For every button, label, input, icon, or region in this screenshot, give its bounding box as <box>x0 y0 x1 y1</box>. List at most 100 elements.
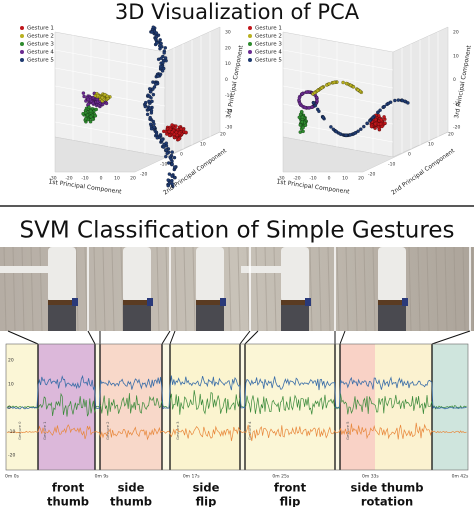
shirt <box>281 247 309 302</box>
scatter-point <box>149 108 154 113</box>
scatter-point <box>104 101 109 106</box>
scatter-point <box>314 95 319 100</box>
pants <box>196 305 224 331</box>
gesture-caption: side <box>193 481 220 495</box>
belt <box>281 300 309 305</box>
scatter-point <box>89 114 93 119</box>
curtain-fold <box>345 246 349 332</box>
curtain-fold <box>426 246 430 332</box>
scatter-point <box>152 122 156 126</box>
z-tick-label: 0 <box>453 77 456 83</box>
shirt <box>123 247 151 302</box>
legend-marker <box>20 34 24 38</box>
legend: Gesture 1 Gesture 2 Gesture 3 Gesture 4 Gest… <box>20 26 54 64</box>
scatter-point <box>351 85 356 89</box>
scatter-point <box>331 127 336 132</box>
curtain-fold <box>336 246 340 332</box>
svm-title: SVM Classification of Simple Gestures <box>20 218 455 244</box>
curtain-fold <box>444 246 448 332</box>
scatter-point <box>163 46 167 50</box>
z-tick-label: -20 <box>225 109 232 115</box>
curtain-fold <box>255 246 259 332</box>
y-tick-label: -20 <box>368 172 375 178</box>
legend-label: Gesture 3 <box>255 42 282 48</box>
scatter-point <box>155 136 159 140</box>
gesture-caption: front <box>52 481 85 495</box>
legend-marker <box>248 34 252 38</box>
scatter-point <box>341 80 345 85</box>
scatter-point <box>396 98 401 102</box>
scatter-point <box>344 81 349 86</box>
wristband <box>220 298 226 306</box>
y-tick-label: -20 <box>140 172 147 178</box>
curtain-fold <box>309 246 313 332</box>
scatter-point <box>393 98 397 103</box>
x-tick-label: 0 <box>328 176 331 182</box>
scatter-point <box>90 117 95 121</box>
gesture-caption: flip <box>280 495 301 508</box>
curtain-fold <box>183 246 187 332</box>
curtain-fold <box>228 246 232 332</box>
legend: Gesture 1 Gesture 2 Gesture 3 Gesture 4 Gest… <box>248 26 282 64</box>
scatter-point <box>162 51 166 55</box>
legend-marker <box>248 26 252 30</box>
scatter-point <box>86 97 90 102</box>
scatter-point <box>103 92 107 97</box>
scatter-point <box>169 157 173 161</box>
curtain-fold <box>462 246 466 332</box>
band-label: Gesture 1 <box>42 421 47 440</box>
band-label: Gesture 2 <box>105 421 110 440</box>
scatter-point <box>87 105 91 109</box>
gesture-band <box>170 344 240 470</box>
curtain-fold <box>264 246 268 332</box>
connector <box>87 330 96 345</box>
wristband <box>147 298 153 306</box>
scatter-point <box>348 133 353 137</box>
scatter-point <box>368 118 372 123</box>
shirt <box>48 247 76 302</box>
legend-marker <box>20 58 24 62</box>
scatter-point <box>100 95 105 100</box>
scatter-point <box>353 131 358 135</box>
scatter-point <box>406 101 410 105</box>
scatter-point <box>161 60 165 65</box>
curtain-fold <box>174 246 178 332</box>
plot-frame <box>5 343 469 471</box>
curtain-fold <box>39 246 43 332</box>
scatter-point <box>332 80 337 85</box>
scatter-point <box>152 85 157 89</box>
connector <box>169 330 176 345</box>
z-tick-label: -10 <box>453 101 460 107</box>
scatter-point <box>317 109 321 114</box>
pants <box>378 305 406 331</box>
belt <box>378 300 406 305</box>
legend-marker <box>248 58 252 62</box>
curtain-fold <box>192 246 196 332</box>
scatter-point <box>154 132 159 137</box>
scatter-point <box>344 133 348 138</box>
scatter-point <box>149 126 154 131</box>
scatter-point <box>403 99 407 104</box>
connector <box>239 330 251 345</box>
legend-label: Gesture 5 <box>255 58 282 64</box>
scatter-point <box>327 82 331 86</box>
curtain-fold <box>408 246 412 332</box>
scatter-point <box>170 162 174 166</box>
wristband <box>402 298 408 306</box>
shirt <box>378 247 406 302</box>
connector <box>244 330 259 345</box>
side-pane <box>392 26 449 158</box>
scatter-point <box>166 178 170 182</box>
scatter-point <box>174 130 179 135</box>
curtain-fold <box>417 246 421 332</box>
y-tick-label: -10 <box>388 162 395 168</box>
scatter-point <box>386 101 391 106</box>
scatter-point <box>93 114 98 118</box>
curtain-fold <box>273 246 277 332</box>
scatter-point <box>149 89 153 94</box>
scatter-point <box>298 130 303 134</box>
scatter-point <box>383 121 387 125</box>
scatter-point <box>379 118 384 122</box>
scatter-point <box>172 155 177 160</box>
curtain-fold <box>30 246 34 332</box>
